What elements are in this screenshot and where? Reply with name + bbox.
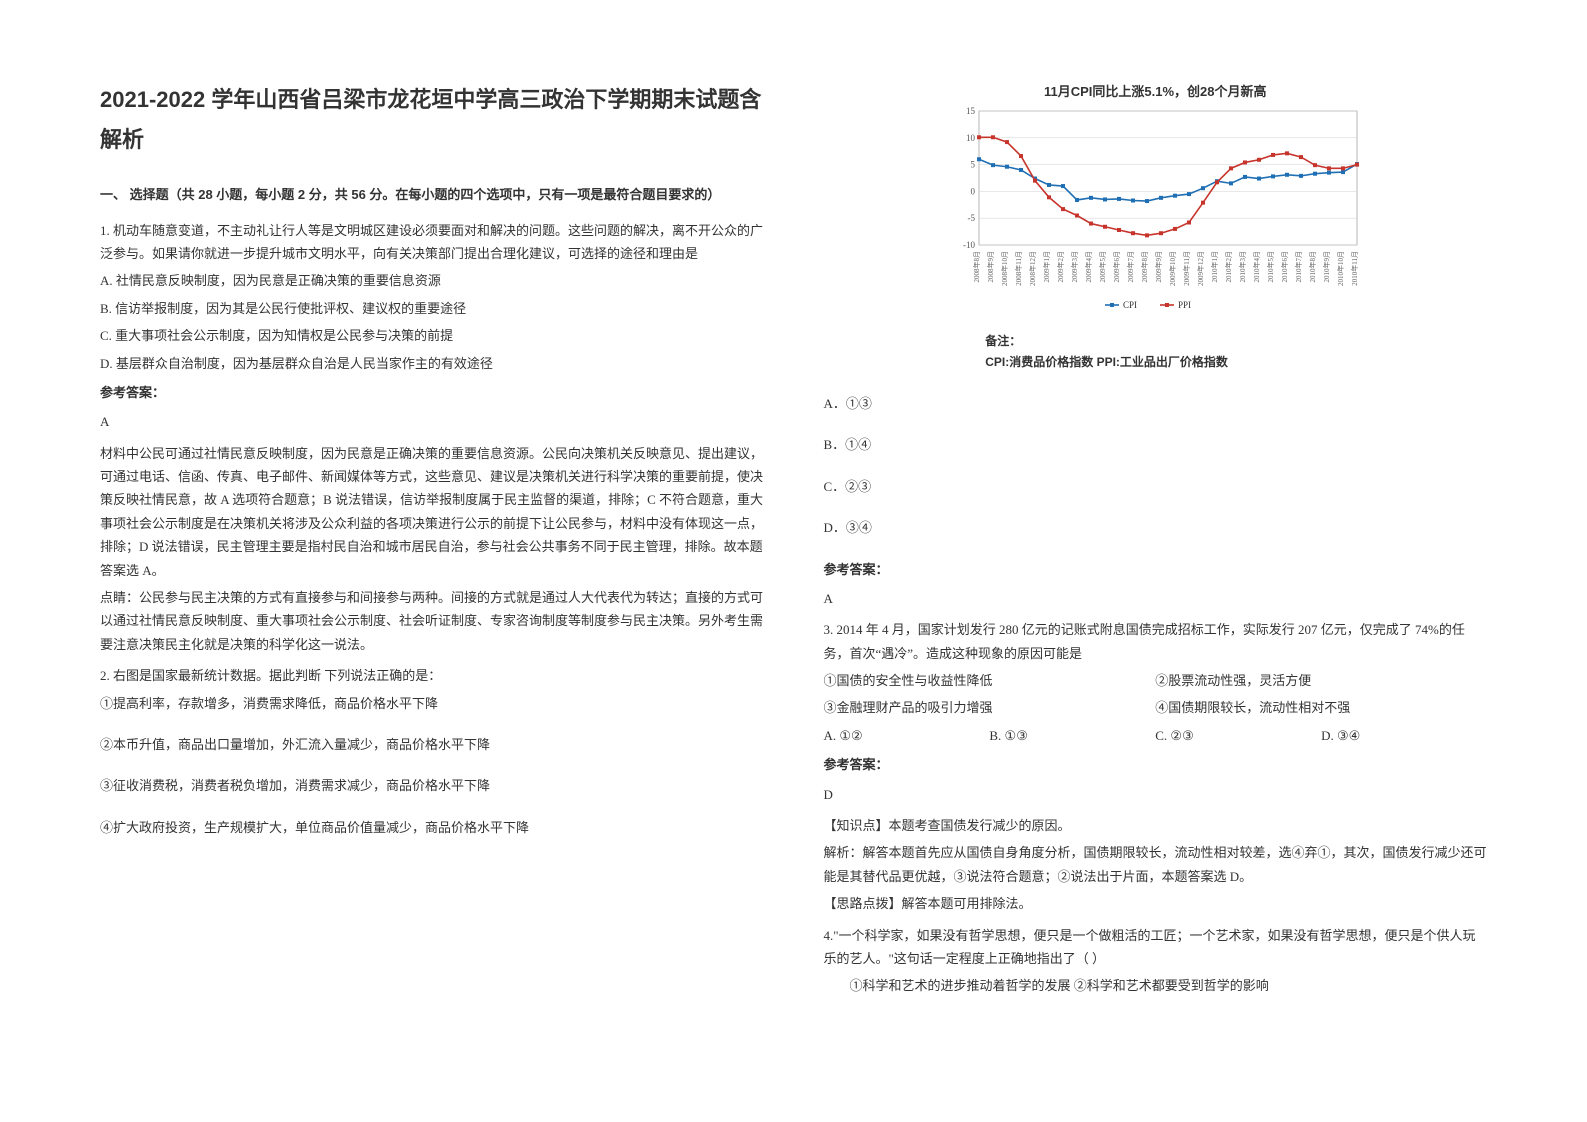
- q3-answer-label: 参考答案：: [824, 753, 1488, 776]
- q2-answer-label: 参考答案：: [824, 558, 1488, 581]
- svg-text:2010年2月: 2010年2月: [1224, 251, 1233, 283]
- q1-text: 1. 机动车随意变道，不主动礼让行人等是文明城区建设必须要面对和解决的问题。这些…: [100, 219, 764, 266]
- q2-answer: A: [824, 587, 1488, 610]
- svg-text:2010年3月: 2010年3月: [1238, 251, 1247, 283]
- svg-text:2008年10月: 2008年10月: [1000, 251, 1009, 286]
- q2-stmt-1: ①提高利率，存款增多，消费需求降低，商品价格水平下降: [100, 692, 764, 715]
- svg-text:2010年11月: 2010年11月: [1350, 251, 1359, 286]
- q1-answer-label: 参考答案：: [100, 381, 764, 404]
- cpi-chart: -10 -5 0 5 10 15 2008年8月 2008年9月 2008年10月 2008年11…: [945, 105, 1365, 315]
- q2-option-b: B．①④: [824, 433, 1488, 456]
- svg-text:2010年5月: 2010年5月: [1266, 251, 1275, 283]
- left-column: 2021-2022 学年山西省吕梁市龙花垣中学高三政治下学期期末试题含解析 一、…: [100, 80, 764, 1006]
- svg-text:CPI: CPI: [1123, 300, 1137, 310]
- section-heading: 一、 选择题（共 28 小题，每小题 2 分，共 56 分。在每小题的四个选项中…: [100, 183, 764, 206]
- svg-text:2010年8月: 2010年8月: [1308, 251, 1317, 283]
- page-container: 2021-2022 学年山西省吕梁市龙花垣中学高三政治下学期期末试题含解析 一、…: [100, 80, 1487, 1006]
- q3-option-a: A. ①②: [824, 724, 990, 747]
- q3-explanation-1: 解析：解答本题首先应从国债自身角度分析，国债期限较长，流动性相对较差，选④弃①，…: [824, 841, 1488, 888]
- svg-text:2010年7月: 2010年7月: [1294, 251, 1303, 283]
- q1-option-b: B. 信访举报制度，因为其是公民行使批评权、建议权的重要途径: [100, 297, 764, 320]
- q3-explanation-2: 【思路点拨】解答本题可用排除法。: [824, 892, 1488, 915]
- q1-explanation-2: 点睛：公民参与民主决策的方式有直接参与和间接参与两种。间接的方式就是通过人大代表…: [100, 586, 764, 656]
- chart-note-text: CPI:消费品价格指数 PPI:工业品出厂价格指数: [985, 355, 1228, 369]
- document-title: 2021-2022 学年山西省吕梁市龙花垣中学高三政治下学期期末试题含解析: [100, 80, 764, 159]
- q2-stmt-3: ③征收消费税，消费者税负增加，消费需求减少，商品价格水平下降: [100, 774, 764, 797]
- q4-stmt-1: ①科学和艺术的进步推动着哲学的发展 ②科学和艺术都要受到哲学的影响: [824, 974, 1488, 997]
- chart-note-label: 备注：: [985, 334, 1021, 348]
- q3-stmt-3: ③金融理财产品的吸引力增强: [824, 696, 1156, 719]
- q3-text: 3. 2014 年 4 月，国家计划发行 280 亿元的记账式附息国债完成招标工…: [824, 618, 1488, 665]
- q2-option-d: D．③④: [824, 516, 1488, 539]
- svg-text:2009年10月: 2009年10月: [1168, 251, 1177, 286]
- q1-explanation-1: 材料中公民可通过社情民意反映制度，因为民意是正确决策的重要信息资源。公民向决策机…: [100, 442, 764, 582]
- svg-text:2008年12月: 2008年12月: [1028, 251, 1037, 286]
- svg-text:10: 10: [966, 133, 976, 143]
- svg-text:2010年10月: 2010年10月: [1336, 251, 1345, 286]
- cpi-chart-block: 11月CPI同比上涨5.1%，创28个月新高 -10 -5 0 5 10 15 2008年8…: [824, 80, 1488, 374]
- q3-letter-options: A. ①② B. ①③ C. ②③ D. ③④: [824, 724, 1488, 747]
- q3-knowledge: 【知识点】本题考查国债发行减少的原因。: [824, 814, 1488, 837]
- q2-stmt-4: ④扩大政府投资，生产规模扩大，单位商品价值量减少，商品价格水平下降: [100, 816, 764, 839]
- question-2: 2. 右图是国家最新统计数据。据此判断 下列说法正确的是： ①提高利率，存款增多…: [100, 664, 764, 839]
- svg-text:-10: -10: [963, 240, 975, 250]
- q3-answer: D: [824, 783, 1488, 806]
- question-4: 4."一个科学家，如果没有哲学思想，便只是一个做粗活的工匠；一个艺术家，如果没有…: [824, 924, 1488, 998]
- q1-answer: A: [100, 410, 764, 433]
- svg-text:PPI: PPI: [1178, 300, 1191, 310]
- q1-option-d: D. 基层群众自治制度，因为基层群众自治是人民当家作主的有效途径: [100, 352, 764, 375]
- q3-option-b: B. ①③: [989, 724, 1155, 747]
- svg-text:0: 0: [971, 187, 976, 197]
- q2-letter-options: A．①③ B．①④ C．②③ D．③④: [824, 392, 1488, 540]
- q3-stmt-1: ①国债的安全性与收益性降低: [824, 669, 1156, 692]
- q3-stmt-4: ④国债期限较长，流动性相对不强: [1155, 696, 1487, 719]
- svg-text:2009年1月: 2009年1月: [1042, 251, 1051, 283]
- svg-text:2009年11月: 2009年11月: [1182, 251, 1191, 286]
- question-1: 1. 机动车随意变道，不主动礼让行人等是文明城区建设必须要面对和解决的问题。这些…: [100, 219, 764, 657]
- svg-text:2009年3月: 2009年3月: [1070, 251, 1079, 283]
- svg-text:2010年9月: 2010年9月: [1322, 251, 1331, 283]
- right-column: 11月CPI同比上涨5.1%，创28个月新高 -10 -5 0 5 10 15 2008年8…: [824, 80, 1488, 1006]
- svg-text:2008年8月: 2008年8月: [972, 251, 981, 283]
- svg-text:2008年9月: 2008年9月: [986, 251, 995, 283]
- q3-option-c: C. ②③: [1155, 724, 1321, 747]
- svg-text:2009年2月: 2009年2月: [1056, 251, 1065, 283]
- question-3: 3. 2014 年 4 月，国家计划发行 280 亿元的记账式附息国债完成招标工…: [824, 618, 1488, 915]
- svg-text:2009年4月: 2009年4月: [1084, 251, 1093, 283]
- chart-note: 备注： CPI:消费品价格指数 PPI:工业品出厂价格指数: [985, 331, 1365, 374]
- svg-text:2009年6月: 2009年6月: [1112, 251, 1121, 283]
- q2-stmt-2: ②本币升值，商品出口量增加，外汇流入量减少，商品价格水平下降: [100, 733, 764, 756]
- svg-text:2009年5月: 2009年5月: [1098, 251, 1107, 283]
- svg-text:2010年4月: 2010年4月: [1252, 251, 1261, 283]
- svg-text:2009年8月: 2009年8月: [1140, 251, 1149, 283]
- q2-option-c: C．②③: [824, 475, 1488, 498]
- q2-option-a: A．①③: [824, 392, 1488, 415]
- svg-text:2009年7月: 2009年7月: [1126, 251, 1135, 283]
- q3-stmt-row-2: ③金融理财产品的吸引力增强 ④国债期限较长，流动性相对不强: [824, 696, 1488, 719]
- svg-text:2010年1月: 2010年1月: [1210, 251, 1219, 283]
- q4-text: 4."一个科学家，如果没有哲学思想，便只是一个做粗活的工匠；一个艺术家，如果没有…: [824, 924, 1488, 971]
- q3-stmt-2: ②股票流动性强，灵活方便: [1155, 669, 1487, 692]
- svg-text:2009年12月: 2009年12月: [1196, 251, 1205, 286]
- svg-text:2009年9月: 2009年9月: [1154, 251, 1163, 283]
- svg-text:-5: -5: [968, 214, 976, 224]
- q1-option-a: A. 社情民意反映制度，因为民意是正确决策的重要信息资源: [100, 269, 764, 292]
- svg-text:2008年11月: 2008年11月: [1014, 251, 1023, 286]
- q2-text: 2. 右图是国家最新统计数据。据此判断 下列说法正确的是：: [100, 664, 764, 687]
- q3-stmt-row-1: ①国债的安全性与收益性降低 ②股票流动性强，灵活方便: [824, 669, 1488, 692]
- svg-text:5: 5: [971, 160, 976, 170]
- chart-title: 11月CPI同比上涨5.1%，创28个月新高: [945, 80, 1365, 103]
- q3-option-d: D. ③④: [1321, 724, 1487, 747]
- q1-option-c: C. 重大事项社会公示制度，因为知情权是公民参与决策的前提: [100, 324, 764, 347]
- svg-text:15: 15: [966, 106, 976, 116]
- svg-text:2010年6月: 2010年6月: [1280, 251, 1289, 283]
